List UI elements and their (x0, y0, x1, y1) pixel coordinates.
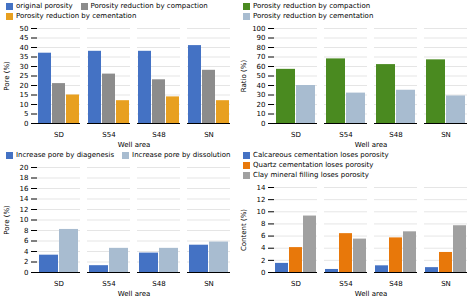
svg-text:Well area: Well area (118, 141, 151, 149)
svg-text:0: 0 (261, 269, 265, 277)
svg-text:30: 30 (20, 63, 29, 71)
svg-text:0: 0 (24, 120, 28, 128)
svg-text:100: 100 (252, 25, 265, 33)
svg-text:Content (%): Content (%) (240, 209, 248, 251)
svg-text:15: 15 (20, 91, 29, 99)
svg-text:4: 4 (261, 244, 266, 252)
svg-text:20: 20 (20, 164, 29, 172)
svg-text:20: 20 (257, 101, 266, 109)
svg-text:50: 50 (20, 25, 29, 33)
svg-text:Pore (%): Pore (%) (3, 205, 11, 235)
svg-text:8: 8 (261, 220, 265, 228)
svg-text:SD: SD (54, 131, 64, 139)
svg-text:SN: SN (204, 131, 214, 139)
svg-text:14: 14 (20, 195, 29, 203)
svg-text:8: 8 (24, 227, 28, 235)
svg-text:SD: SD (54, 280, 64, 288)
svg-text:S54: S54 (102, 280, 116, 288)
svg-text:25: 25 (20, 72, 29, 80)
svg-text:12: 12 (20, 206, 29, 214)
svg-text:SD: SD (291, 131, 301, 139)
svg-text:18: 18 (20, 174, 29, 182)
svg-text:40: 40 (20, 44, 29, 52)
svg-text:70: 70 (257, 53, 266, 61)
svg-text:50: 50 (257, 72, 266, 80)
svg-text:45: 45 (20, 34, 29, 42)
svg-text:6: 6 (261, 232, 266, 240)
svg-text:14: 14 (257, 184, 266, 192)
svg-text:SN: SN (441, 280, 451, 288)
html-text:Porosity reduction by cementat: Porosity reduction by cementation (16, 12, 137, 20)
svg-text:60: 60 (257, 63, 266, 71)
svg-text:10: 10 (20, 216, 29, 224)
html-text:Porosity reduction by compacti: Porosity reduction by compaction (90, 2, 208, 10)
svg-text:35: 35 (20, 53, 29, 61)
svg-text:SN: SN (441, 131, 451, 139)
svg-text:SN: SN (204, 280, 214, 288)
svg-text:10: 10 (257, 208, 266, 216)
svg-text:2: 2 (24, 258, 28, 266)
html-text:Calcareous cementation loses p: Calcareous cementation loses porosity (253, 151, 389, 159)
html-text:Quartz cementation loses poros: Quartz cementation loses porosity (253, 161, 374, 169)
html-text:Clay mineral filling loses por: Clay mineral filling loses porosity (253, 171, 369, 179)
svg-text:S48: S48 (389, 280, 402, 288)
svg-text:40: 40 (257, 82, 266, 90)
html-text:Porosity reduction by cementat: Porosity reduction by cementation (253, 12, 374, 20)
svg-text:0: 0 (24, 269, 28, 277)
svg-text:Well area: Well area (118, 290, 151, 298)
svg-text:Well area: Well area (355, 290, 388, 298)
svg-text:6: 6 (24, 237, 29, 245)
svg-text:16: 16 (20, 185, 29, 193)
svg-text:Well area: Well area (355, 141, 388, 149)
svg-text:S54: S54 (339, 280, 353, 288)
svg-text:10: 10 (257, 110, 266, 118)
svg-text:12: 12 (257, 196, 266, 204)
html-text:Increase pore by diagenesis: Increase pore by diagenesis (16, 151, 115, 159)
svg-text:10: 10 (20, 101, 29, 109)
svg-text:80: 80 (257, 44, 266, 52)
svg-text:S48: S48 (152, 280, 165, 288)
svg-text:30: 30 (257, 91, 266, 99)
svg-text:Pore (%): Pore (%) (3, 61, 11, 91)
svg-text:0: 0 (261, 120, 265, 128)
svg-text:S54: S54 (339, 131, 353, 139)
svg-text:20: 20 (20, 82, 29, 90)
svg-text:S54: S54 (102, 131, 116, 139)
svg-text:2: 2 (261, 257, 265, 265)
svg-text:4: 4 (24, 248, 29, 256)
svg-text:Ratio (%): Ratio (%) (240, 60, 248, 93)
html-text:Increase pore by dissolution: Increase pore by dissolution (132, 151, 231, 159)
svg-text:S48: S48 (389, 131, 402, 139)
svg-text:5: 5 (24, 110, 28, 118)
html-text:original porosity: original porosity (16, 2, 73, 10)
svg-text:90: 90 (257, 34, 266, 42)
svg-text:SD: SD (291, 280, 301, 288)
html-text:Porosity reduction by compacti: Porosity reduction by compaction (253, 2, 371, 10)
svg-text:S48: S48 (152, 131, 165, 139)
